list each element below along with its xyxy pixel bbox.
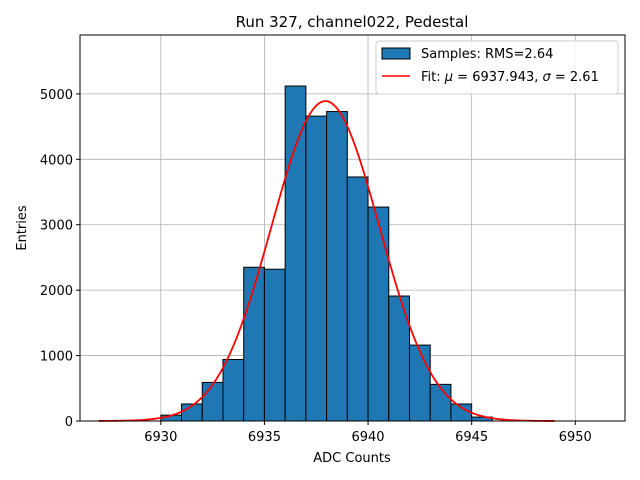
histogram-bar-5 (263, 268, 286, 422)
legend-samples-label: Samples: RMS=2.64 (421, 47, 553, 62)
x-tick-label-1: 6935 (248, 430, 281, 445)
y-axis-ticks: 0 1000 2000 3000 4000 5000 (40, 88, 80, 430)
histogram-bar-7 (305, 115, 328, 422)
fit-curve-group (98, 100, 555, 422)
legend-samples-swatch (381, 47, 411, 60)
histogram-bar-2 (201, 381, 224, 422)
histogram-bar-6 (284, 85, 307, 422)
legend: Samples: RMS=2.64 Fit: μ = 6937.943, σ =… (375, 40, 619, 95)
y-axis-label: Entries (15, 205, 30, 251)
legend-box (375, 40, 619, 95)
y-tick-label-1: 1000 (40, 350, 73, 365)
histogram-bar-3 (222, 359, 245, 422)
x-tick-label-2: 6940 (351, 430, 384, 445)
y-tick-label-5: 5000 (40, 88, 73, 103)
y-tick-label-3: 3000 (40, 219, 73, 234)
x-tick-label-4: 6950 (559, 430, 592, 445)
histogram-bar-10 (367, 206, 390, 422)
histogram-bar-12 (408, 344, 431, 422)
x-tick-label-0: 6930 (144, 430, 177, 445)
fit-curve (98, 100, 555, 422)
histogram-bars (160, 85, 493, 422)
x-tick-label-3: 6945 (455, 430, 488, 445)
y-tick-label-2: 2000 (40, 284, 73, 299)
histogram-bar-8 (326, 111, 348, 422)
legend-fit-label: Fit: μ = 6937.943, σ = 2.61 (421, 70, 599, 85)
x-axis-label: ADC Counts (313, 451, 391, 466)
x-axis-ticks: 6930 6935 6940 6945 6950 (144, 421, 592, 445)
plot-frame (79, 34, 626, 422)
y-tick-label-4: 4000 (40, 153, 73, 168)
histogram-bar-13 (429, 383, 452, 422)
chart-title: Run 327, channel022, Pedestal (236, 13, 469, 31)
y-tick-label-0: 0 (65, 415, 73, 430)
histogram-bar-4 (243, 266, 265, 422)
histogram-bar-9 (346, 176, 369, 422)
